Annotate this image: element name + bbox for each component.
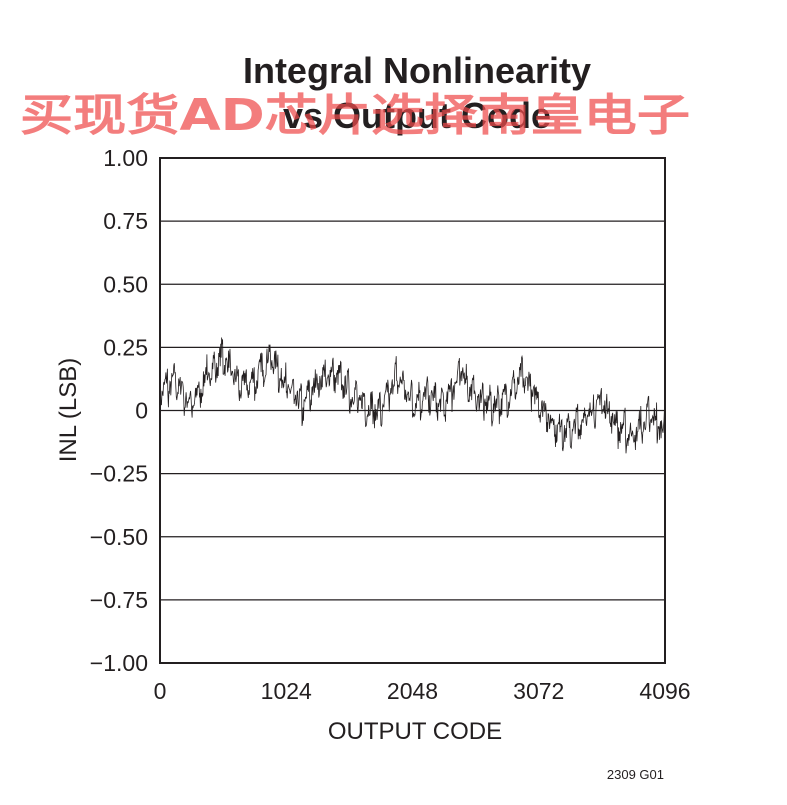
x-tick-label: 2048 [387,678,438,704]
figure-id: 2309 G01 [607,767,664,782]
x-tick-label: 4096 [639,678,690,704]
y-tick-label: −0.25 [90,461,148,487]
y-tick-label: 1.00 [103,145,148,171]
x-tick-label: 3072 [513,678,564,704]
y-tick-label: 0.50 [103,271,148,297]
x-tick-label: 1024 [261,678,312,704]
chart-title-line-1: Integral Nonlinearity [243,50,591,91]
watermark-text: 买现货AD芯片选择南皇电子 [20,90,690,141]
y-tick-label: −1.00 [90,650,148,676]
y-tick-label: 0.75 [103,208,148,234]
y-axis-label: INL (LSB) [55,358,82,462]
y-tick-label: 0.25 [103,334,148,360]
x-tick-label: 0 [154,678,167,704]
plot-frame [159,157,666,664]
y-tick-label: −0.75 [90,587,148,613]
inl-series-line [159,337,666,454]
x-axis-label: OUTPUT CODE [328,718,502,745]
y-tick-labels: 1.00 0.75 0.50 0.25 0 −0.25 −0.50 −0.75 −1.00 [90,145,148,676]
chart-title-line-2: vs Output Code [283,95,551,136]
y-tick-label: 0 [135,398,148,424]
y-tick-label: −0.50 [90,524,148,550]
x-tick-labels: 0 1024 2048 3072 4096 [154,678,691,704]
data-trace [159,337,666,454]
